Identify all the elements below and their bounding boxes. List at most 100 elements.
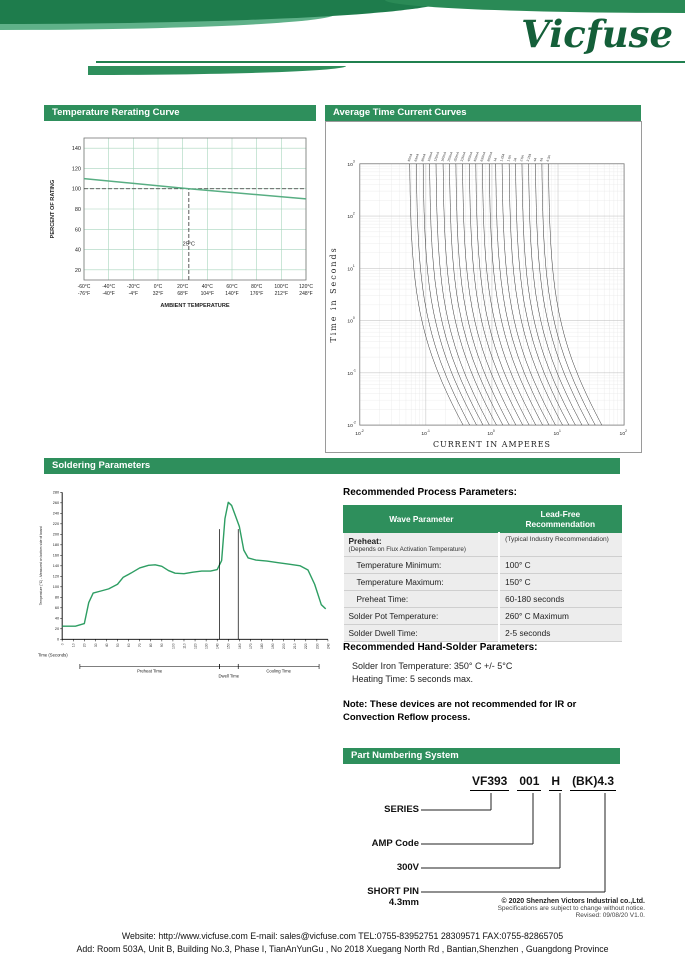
svg-text:140°F: 140°F <box>225 291 238 297</box>
wave-parameter-cell: Solder Dwell Time: <box>343 624 501 642</box>
svg-text:0°C: 0°C <box>154 284 163 290</box>
svg-text:140: 140 <box>72 146 81 152</box>
svg-text:800mA: 800mA <box>486 151 493 163</box>
svg-text:180: 180 <box>53 543 59 547</box>
process-table-row: Temperature Minimum: 100° C <box>343 556 622 574</box>
svg-text:50: 50 <box>116 643 120 647</box>
svg-text:70: 70 <box>138 643 142 647</box>
footer-address: Add: Room 503A, Unit B, Building No.3, P… <box>76 944 609 954</box>
svg-text:3.15A: 3.15A <box>526 152 533 162</box>
svg-text:-1: -1 <box>353 368 356 372</box>
section-title-part-numbering: Part Numbering System <box>351 750 459 761</box>
svg-text:Dwell Time: Dwell Time <box>219 674 240 679</box>
svg-text:500mA: 500mA <box>473 151 480 163</box>
footer-contact: Website: http://www.vicfuse.com E-mail: … <box>121 931 564 941</box>
svg-text:160mA: 160mA <box>440 151 447 163</box>
svg-text:10: 10 <box>347 214 353 220</box>
svg-text:100: 100 <box>53 585 59 589</box>
svg-text:80°C: 80°C <box>251 284 263 290</box>
svg-text:0: 0 <box>353 316 355 320</box>
svg-text:240: 240 <box>53 512 59 516</box>
part-number-voltage: H <box>549 774 563 791</box>
process-table-row: Preheat: (Depends on Flux Activation Temp… <box>343 532 622 557</box>
svg-text:10: 10 <box>347 162 353 168</box>
brand-logo: Vicfuse <box>521 12 673 56</box>
process-table-row: Preheat Time: 60-180 seconds <box>343 590 622 608</box>
wave-parameter-cell: Temperature Minimum: <box>343 556 501 574</box>
part-number: VF393 001 H (BK)4.3 <box>470 774 617 791</box>
svg-text:200mA: 200mA <box>447 151 454 163</box>
solder-profile-chart: 0 20 40 60 80 100 120 140 160 180 200 220 240 260 280 0… <box>38 491 330 679</box>
svg-text:-60°C: -60°C <box>78 284 91 290</box>
hand-solder-line-1: Solder Iron Temperature: 350° C +/- 5°C <box>352 661 513 671</box>
svg-text:AMBIENT TEMPERATURE: AMBIENT TEMPERATURE <box>160 303 229 309</box>
wave-parameter-cell: Preheat: (Depends on Flux Activation Temp… <box>343 532 501 557</box>
svg-text:210: 210 <box>293 643 297 649</box>
section-title-rerating: Temperature Rerating Curve <box>52 107 180 118</box>
svg-text:Time in Seconds: Time in Seconds <box>329 246 338 342</box>
svg-text:140: 140 <box>216 643 220 649</box>
part-numbering-diagram: VF393 001 H (BK)4.3 SERIES AMP Code 300V… <box>343 772 638 908</box>
section-title-tcc: Average Time Current Curves <box>333 107 467 118</box>
svg-text:10: 10 <box>347 423 353 429</box>
tcc-panel-box <box>325 121 642 453</box>
svg-text:180: 180 <box>260 643 264 649</box>
svg-text:CURRENT IN AMPERES: CURRENT IN AMPERES <box>433 440 551 449</box>
svg-text:80: 80 <box>75 207 81 213</box>
svg-text:1A: 1A <box>493 156 498 162</box>
svg-text:63mA: 63mA <box>414 152 421 162</box>
wave-parameter-cell: Solder Pot Temperature: <box>343 607 501 625</box>
hand-solder-heading: Recommended Hand-Solder Parameters: <box>343 642 538 653</box>
svg-text:100: 100 <box>72 187 81 193</box>
revision-line: Revised: 09/08/20 V1.0. <box>575 912 645 919</box>
svg-text:150: 150 <box>227 643 231 649</box>
svg-text:120: 120 <box>53 575 59 579</box>
svg-text:-2: -2 <box>361 429 364 433</box>
svg-text:104°F: 104°F <box>201 291 214 297</box>
svg-text:200: 200 <box>53 533 59 537</box>
section-bar-soldering: Soldering Parameters <box>44 458 620 474</box>
svg-text:260: 260 <box>53 501 59 505</box>
svg-text:1: 1 <box>559 429 561 433</box>
svg-text:3: 3 <box>353 159 355 163</box>
svg-text:25°C: 25°C <box>183 242 195 248</box>
process-table-row: Temperature Maximum: 150° C <box>343 573 622 591</box>
svg-text:170: 170 <box>249 643 253 649</box>
section-bar-tcc: Average Time Current Curves <box>325 105 641 121</box>
process-table-row: Solder Dwell Time: 2-5 seconds <box>343 624 622 642</box>
svg-text:50mA: 50mA <box>407 152 414 162</box>
svg-text:315mA: 315mA <box>460 151 467 163</box>
svg-text:400mA: 400mA <box>467 151 474 163</box>
svg-text:40°C: 40°C <box>202 284 214 290</box>
svg-text:80: 80 <box>149 643 153 647</box>
svg-text:0: 0 <box>61 643 65 645</box>
svg-text:1: 1 <box>353 264 355 268</box>
hand-solder-line-2: Heating Time: 5 seconds max. <box>352 674 474 684</box>
svg-text:10: 10 <box>487 431 493 437</box>
svg-text:5A: 5A <box>539 156 544 162</box>
process-table-header-1: Wave Parameter <box>343 505 500 533</box>
part-number-suffix: (BK)4.3 <box>570 774 617 791</box>
svg-text:10: 10 <box>620 431 626 437</box>
svg-text:Time (Seconds): Time (Seconds) <box>38 652 68 657</box>
process-table-row: Solder Pot Temperature: 260° C Maximum <box>343 607 622 625</box>
svg-text:160: 160 <box>238 643 242 649</box>
svg-text:20: 20 <box>55 627 59 631</box>
svg-text:140: 140 <box>53 564 59 568</box>
svg-text:120: 120 <box>72 166 81 172</box>
svg-text:60: 60 <box>55 606 59 610</box>
part-number-series: VF393 <box>470 774 510 791</box>
copyright-block: © 2020 Shenzhen Victors Industrial co.,L… <box>498 898 645 919</box>
svg-text:60°C: 60°C <box>226 284 238 290</box>
recommendation-cell: 150° C <box>499 573 622 591</box>
svg-text:120: 120 <box>193 643 197 649</box>
svg-text:80: 80 <box>55 596 59 600</box>
svg-text:10: 10 <box>355 431 361 437</box>
header-rule <box>96 61 685 63</box>
svg-text:-2: -2 <box>353 421 356 425</box>
reflow-note: Note: These devices are not recommended … <box>343 699 577 723</box>
svg-text:250mA: 250mA <box>453 151 460 163</box>
svg-text:110: 110 <box>182 643 186 649</box>
svg-text:20: 20 <box>75 268 81 274</box>
svg-text:20: 20 <box>83 643 87 647</box>
